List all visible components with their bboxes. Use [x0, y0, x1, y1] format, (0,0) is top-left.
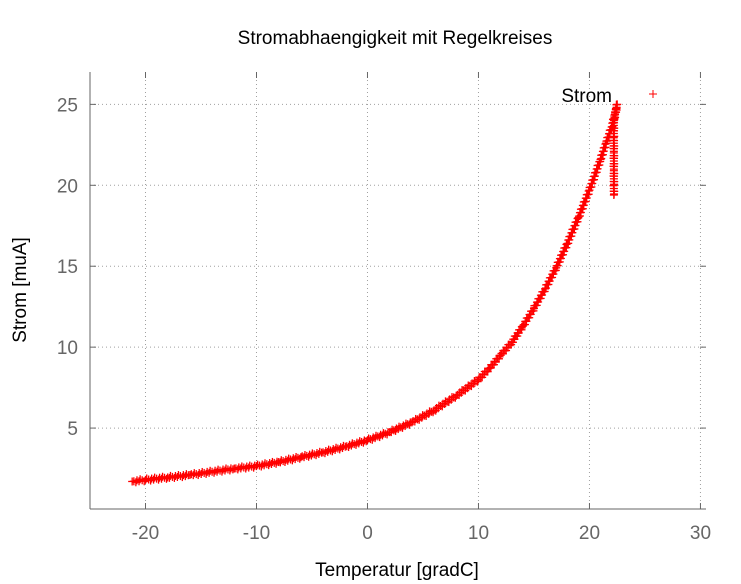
- y-tick-label: 10: [57, 338, 78, 359]
- chart-title: Stromabhaengigkeit mit Regelkreises: [238, 28, 553, 49]
- data-point-fill: [292, 452, 301, 461]
- data-point-fill: [529, 306, 538, 315]
- x-tick-label: 20: [579, 523, 600, 544]
- y-tick-label: 15: [57, 257, 78, 278]
- data-point-fill: [562, 240, 571, 249]
- x-tick-label: -20: [132, 523, 159, 544]
- x-tick-label: 10: [468, 523, 489, 544]
- y-axis-label: Strom [muA]: [10, 237, 31, 343]
- data-point-fill: [473, 377, 482, 386]
- legend-marker-strom: [649, 90, 657, 98]
- data-point-fill: [315, 447, 324, 456]
- y-tick-label: 25: [57, 95, 78, 116]
- ticks: -20 -10 0 10 20 30 5 10 15 20 25: [57, 72, 711, 544]
- data-point-fill: [610, 189, 619, 198]
- legend-label-strom: Strom: [561, 86, 612, 107]
- data-point-fill: [584, 187, 593, 195]
- data-points: [128, 100, 622, 487]
- data-point-fill: [360, 436, 369, 445]
- data-point-fill: [379, 429, 388, 438]
- x-tick-label: 30: [690, 523, 711, 544]
- legend: Strom: [561, 86, 657, 107]
- x-tick-label: 0: [362, 523, 373, 544]
- x-axis-label: Temperatur [gradC]: [315, 560, 479, 581]
- y-tick-label: 5: [67, 419, 78, 440]
- y-tick-label: 20: [57, 176, 78, 197]
- data-point-fill: [540, 287, 549, 296]
- data-point-fill: [293, 453, 302, 462]
- axes: [89, 72, 706, 510]
- x-tick-label: -10: [243, 523, 270, 544]
- data-point-fill: [551, 266, 560, 275]
